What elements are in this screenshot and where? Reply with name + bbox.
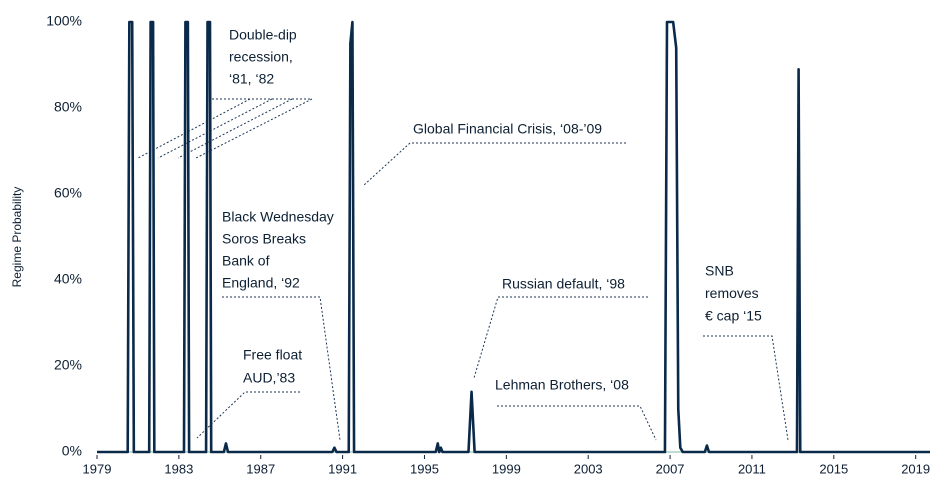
annotation: Bank of [222, 253, 270, 269]
annotation: Free float [243, 347, 302, 363]
leader-lines [137, 98, 789, 441]
y-tick-label: 0% [62, 443, 82, 459]
x-tick-label: 2011 [738, 461, 766, 476]
y-tick-label: 20% [54, 357, 82, 373]
annotation: SNB [705, 263, 734, 279]
x-tick-label: 1983 [164, 461, 193, 476]
annotation: Global Financial Crisis, ‘08-’09 [413, 121, 602, 137]
x-tick-label: 2015 [819, 461, 848, 476]
line [97, 20, 930, 454]
annotation: Black Wednesday [222, 209, 334, 225]
annotation: AUD,’83 [243, 370, 295, 386]
x-tick-label: 2003 [574, 461, 603, 476]
x-tick-label: 1987 [246, 461, 275, 476]
annotation: ‘81, ‘82 [229, 71, 274, 87]
x-tick-label: 1995 [410, 461, 439, 476]
y-tick-label: 80% [54, 99, 82, 115]
x-tick-label: 1999 [492, 461, 521, 476]
annotation: Soros Breaks [222, 231, 306, 247]
annotation: removes [705, 285, 759, 301]
y-tick-label: 100% [46, 13, 82, 29]
annotation: Lehman Brothers, ‘08 [495, 377, 629, 393]
annotation: England, ‘92 [222, 275, 300, 291]
x-tick-label: 2019 [901, 461, 930, 476]
x-tick-label: 2007 [656, 461, 685, 476]
annotation: € cap ‘15 [705, 308, 762, 324]
annotation: Double-dip [229, 27, 297, 43]
x-tick-label: 1991 [328, 461, 357, 476]
annotation: Russian default, ‘98 [502, 276, 625, 292]
y-tick-label: 60% [54, 185, 82, 201]
annotation: recession, [229, 49, 293, 65]
y-tick-label: 40% [54, 271, 82, 287]
y-axis-label: Regime Probability [10, 187, 24, 288]
x-tick-label: 1979 [83, 461, 112, 476]
